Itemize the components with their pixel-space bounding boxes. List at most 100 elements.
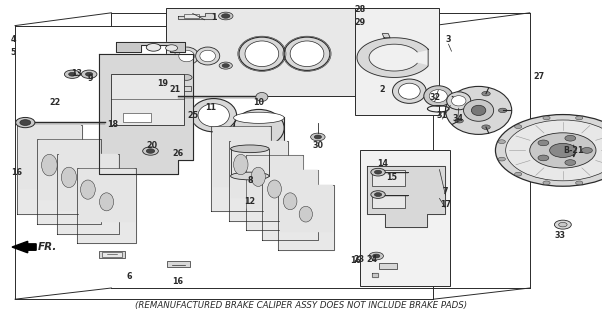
Circle shape [85,72,93,76]
Ellipse shape [256,92,268,101]
Bar [167,261,190,267]
Polygon shape [280,185,332,230]
Polygon shape [211,126,271,211]
Text: 21: 21 [169,85,180,94]
Text: 16: 16 [350,256,361,265]
Text: 31: 31 [437,111,448,120]
Circle shape [374,193,382,196]
Ellipse shape [447,92,471,110]
Circle shape [565,160,576,165]
Polygon shape [59,154,117,210]
Ellipse shape [530,133,596,168]
Ellipse shape [429,90,447,102]
Ellipse shape [198,104,229,127]
Circle shape [369,252,383,260]
Ellipse shape [452,96,466,106]
Circle shape [371,191,385,198]
Text: 26: 26 [172,149,183,158]
Circle shape [222,14,230,18]
Ellipse shape [464,100,494,121]
Polygon shape [367,166,445,227]
Ellipse shape [42,154,57,176]
Polygon shape [17,125,82,214]
Circle shape [371,168,385,176]
Ellipse shape [200,50,216,62]
Text: 4: 4 [10,36,16,44]
Ellipse shape [234,154,248,175]
Bar [234,119,284,147]
Ellipse shape [81,180,95,199]
Circle shape [455,98,464,102]
Circle shape [222,64,229,68]
Bar [360,150,450,286]
Circle shape [498,157,506,161]
Circle shape [482,92,490,96]
Bar [123,113,150,122]
Ellipse shape [61,167,76,188]
Circle shape [582,148,592,153]
Polygon shape [229,141,288,221]
Ellipse shape [179,50,194,62]
Text: 2: 2 [379,85,385,94]
Circle shape [498,108,507,113]
Polygon shape [12,241,36,253]
Text: 19: 19 [157,79,168,88]
Circle shape [565,135,576,141]
Polygon shape [278,185,334,250]
Circle shape [576,116,583,120]
Text: 16: 16 [172,277,183,286]
Circle shape [146,44,161,51]
Circle shape [455,118,464,123]
Ellipse shape [99,193,114,211]
Text: 32: 32 [429,93,440,102]
Polygon shape [231,141,286,197]
Ellipse shape [251,167,265,186]
Ellipse shape [234,141,284,152]
Text: 18: 18 [108,120,119,129]
Text: 29: 29 [355,18,365,27]
Text: 1: 1 [211,13,217,22]
Text: (REMANUFACTURED BRAKE CALIPER ASSY DOES NOT INCLUDE BRAKE PADS): (REMANUFACTURED BRAKE CALIPER ASSY DOES … [135,301,467,310]
Ellipse shape [191,99,237,132]
Polygon shape [262,170,318,240]
Circle shape [311,133,325,141]
Ellipse shape [267,180,282,198]
Polygon shape [77,168,136,243]
Ellipse shape [175,47,199,65]
Ellipse shape [234,112,284,123]
Text: 12: 12 [244,197,255,206]
Polygon shape [382,34,390,38]
Ellipse shape [284,193,297,210]
Circle shape [16,117,35,128]
Text: 13: 13 [72,69,82,78]
Circle shape [515,172,522,176]
Text: B-21: B-21 [563,146,584,155]
Polygon shape [357,38,428,77]
Polygon shape [39,140,99,198]
Ellipse shape [290,41,324,67]
Circle shape [219,12,233,20]
Bar [178,86,191,91]
Ellipse shape [299,206,312,222]
Polygon shape [19,125,80,188]
Text: 22: 22 [50,98,61,107]
Ellipse shape [245,41,279,67]
Polygon shape [247,156,302,208]
Circle shape [143,147,158,155]
Ellipse shape [284,37,330,70]
Text: 7: 7 [442,188,448,196]
Polygon shape [213,127,269,186]
Circle shape [166,45,178,51]
Text: 6: 6 [126,272,132,281]
Text: 8: 8 [247,176,253,185]
Bar [355,8,439,115]
Polygon shape [37,139,101,224]
Text: 11: 11 [205,103,216,112]
Text: 3: 3 [445,36,452,44]
Ellipse shape [424,86,453,106]
Ellipse shape [471,105,486,116]
Circle shape [515,125,522,129]
Text: 20: 20 [146,141,157,150]
Text: 27: 27 [533,72,544,81]
Circle shape [181,75,192,80]
